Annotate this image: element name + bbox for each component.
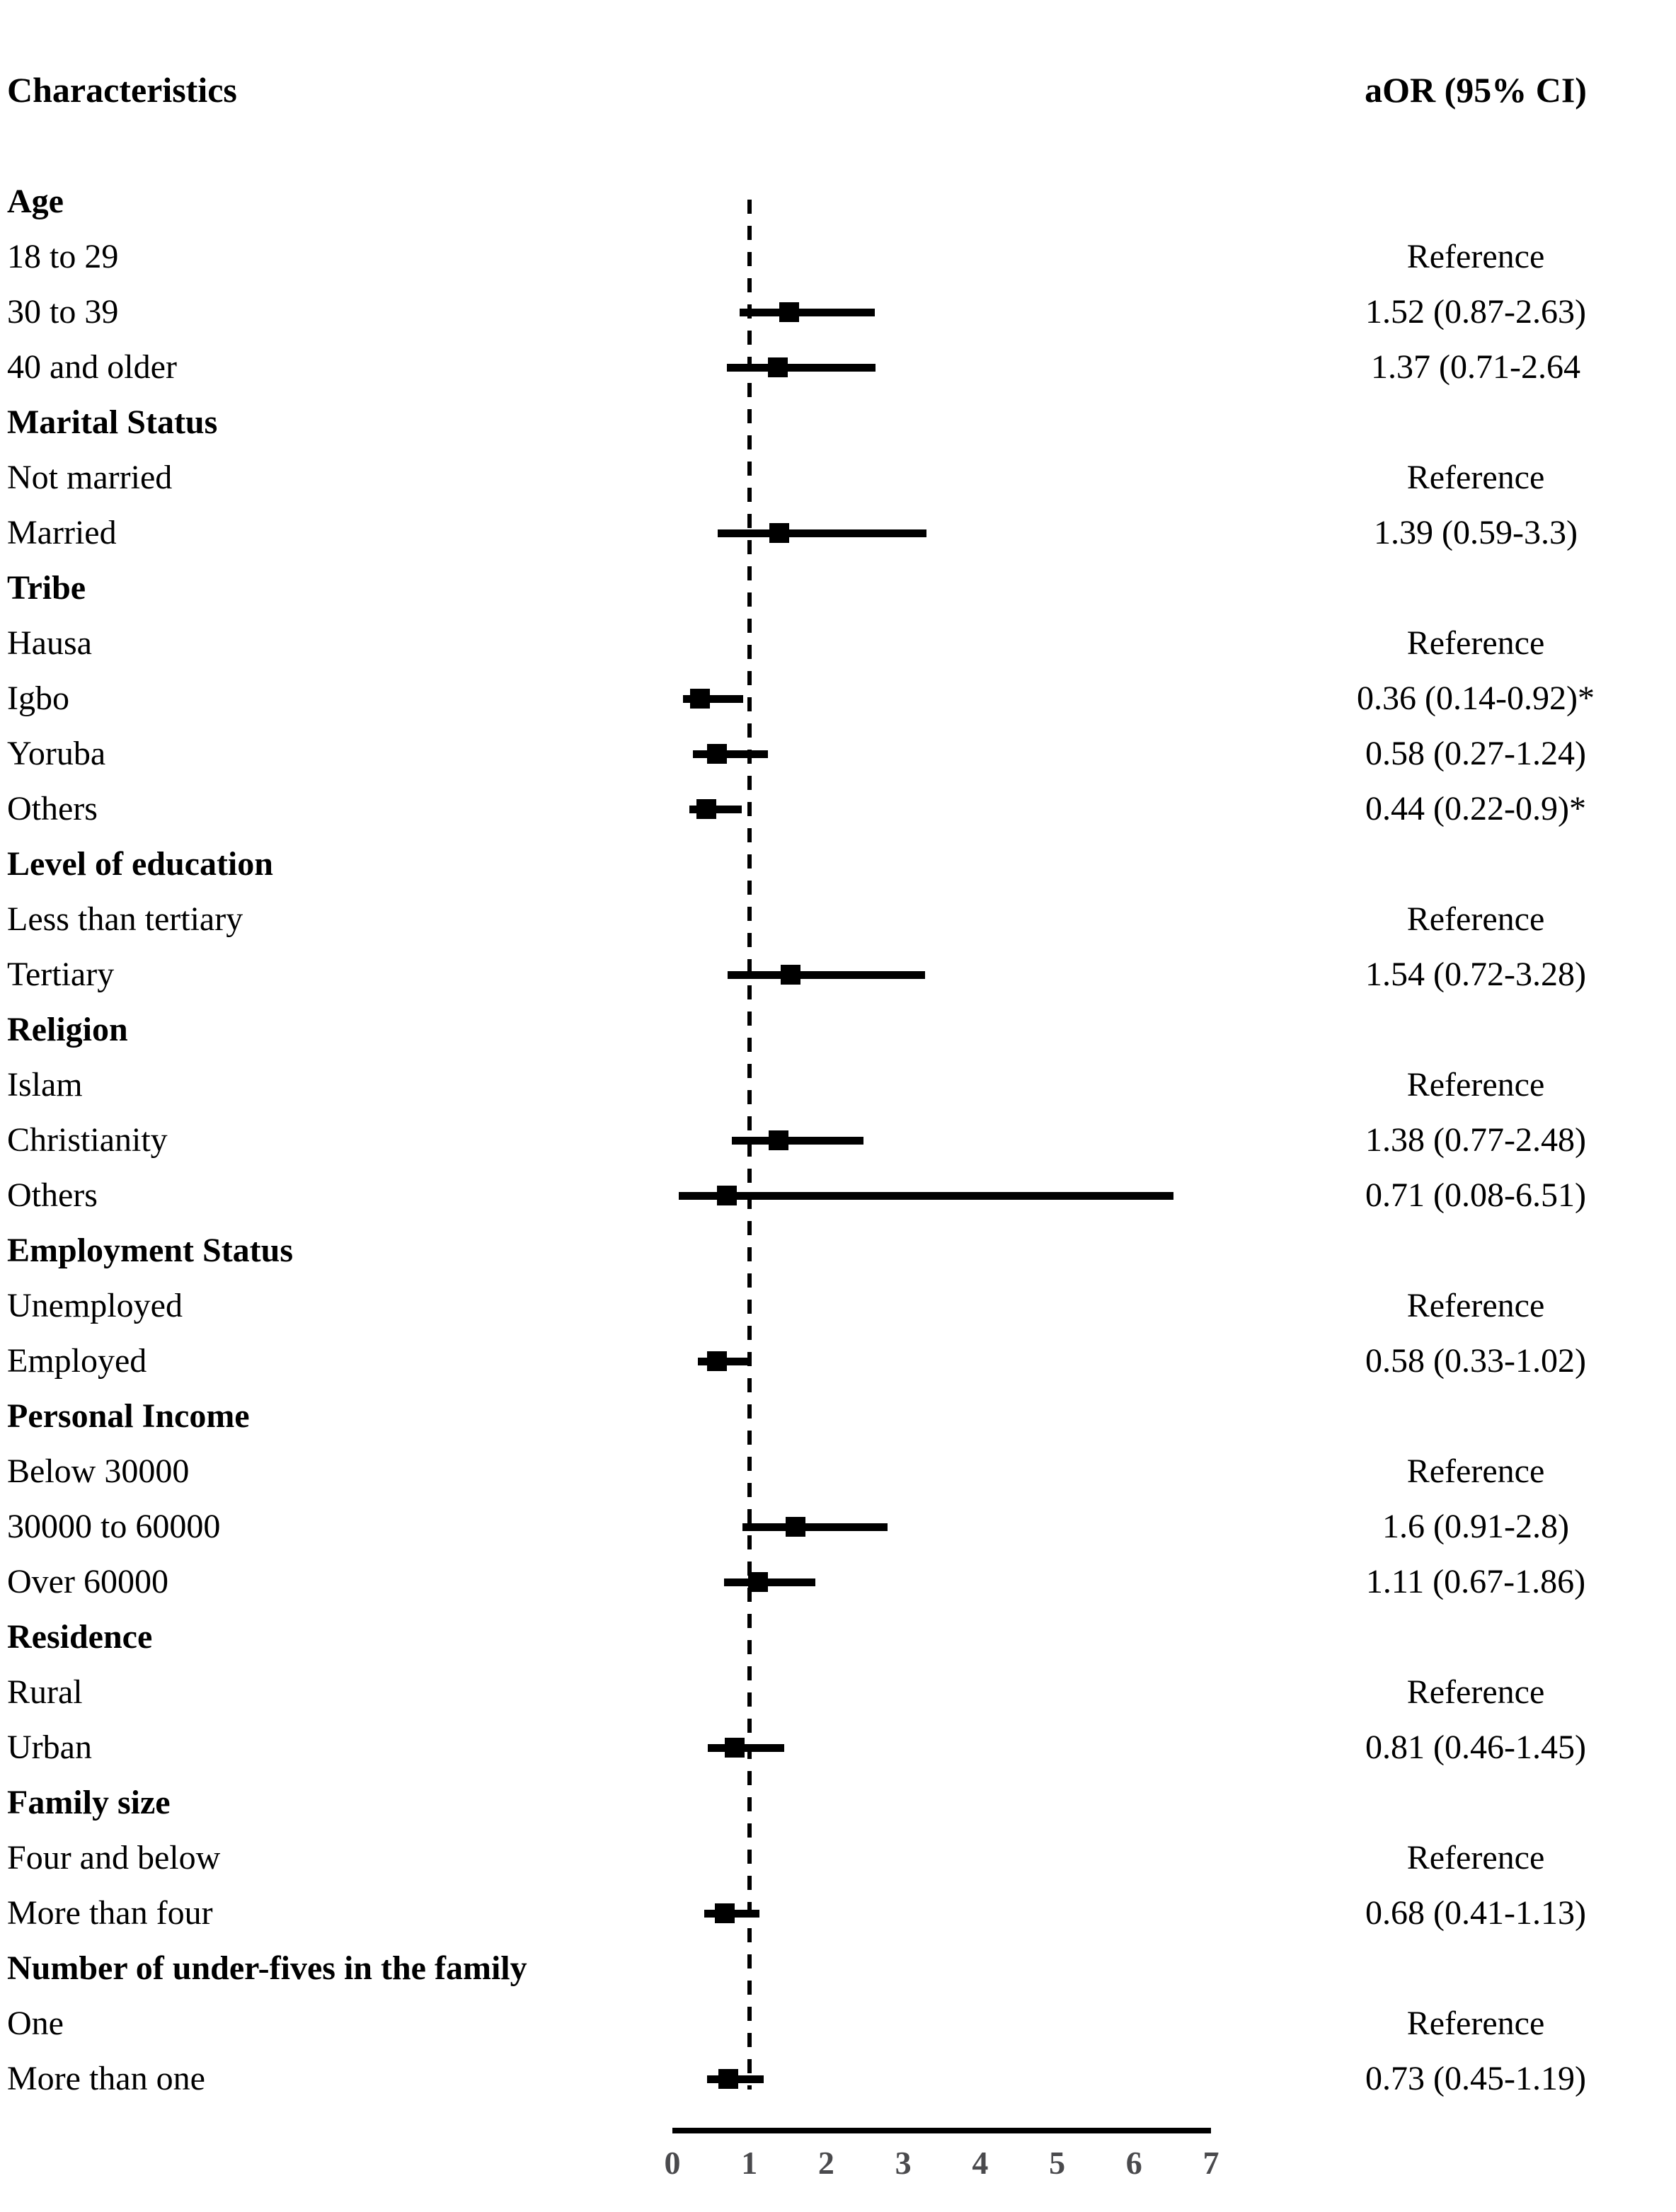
row-label-below-30000: Below 30000 (7, 1452, 190, 1490)
row-label-more-than-one: More than one (7, 2060, 205, 2097)
row-label-employed: Employed (7, 1342, 147, 1380)
point-estimate-others (696, 799, 716, 819)
row-value-yoruba: 0.58 (0.27-1.24) (1365, 735, 1586, 772)
row-label-level-of-education: Level of education (7, 845, 273, 883)
row-value-one: Reference (1406, 2005, 1545, 2042)
row-label-religion: Religion (7, 1011, 128, 1048)
point-estimate-tertiary (781, 965, 801, 985)
point-estimate-more-than-four (714, 1903, 735, 1923)
x-axis-line (672, 2128, 1211, 2133)
point-estimate-more-than-one (718, 2069, 739, 2089)
row-label-number-of-under-fives-in-the-family: Number of under-fives in the family (7, 1949, 527, 1987)
ci-line-30000-to-60000 (742, 1523, 888, 1531)
ci-line-30-to-39 (739, 308, 875, 316)
ci-line-married (718, 529, 926, 537)
row-label-residence: Residence (7, 1618, 153, 1656)
row-label-unemployed: Unemployed (7, 1287, 183, 1324)
x-axis-tick-4: 4 (972, 2145, 989, 2181)
row-value-more-than-four: 0.68 (0.41-1.13) (1365, 1894, 1586, 1932)
ci-line-igbo (683, 694, 744, 703)
row-label-personal-income: Personal Income (7, 1397, 250, 1435)
column-header-aor: aOR (95% CI) (1365, 70, 1587, 110)
row-value-christianity: 1.38 (0.77-2.48) (1365, 1121, 1586, 1159)
row-value-below-30000: Reference (1406, 1452, 1545, 1490)
point-estimate-igbo (690, 689, 711, 709)
row-value-urban: 0.81 (0.46-1.45) (1365, 1729, 1586, 1766)
row-label-hausa: Hausa (7, 624, 92, 662)
row-label-family-size: Family size (7, 1784, 171, 1821)
row-label-rural: Rural (7, 1673, 83, 1711)
row-value-employed: 0.58 (0.33-1.02) (1365, 1342, 1586, 1380)
row-value-igbo: 0.36 (0.14-0.92)* (1357, 680, 1595, 717)
row-label-employment-status: Employment Status (7, 1232, 294, 1269)
row-value-four-and-below: Reference (1406, 1839, 1545, 1876)
x-axis-tick-0: 0 (664, 2145, 681, 2181)
x-axis-tick-1: 1 (741, 2145, 758, 2181)
row-label-one: One (7, 2005, 64, 2042)
point-estimate-others (717, 1186, 737, 1205)
row-label-igbo: Igbo (7, 680, 69, 717)
row-value-married: 1.39 (0.59-3.3) (1374, 514, 1578, 551)
row-value-others: 0.71 (0.08-6.51) (1365, 1176, 1586, 1214)
point-estimate-40-and-older (767, 357, 788, 377)
row-label-four-and-below: Four and below (7, 1839, 221, 1876)
row-label-tribe: Tribe (7, 569, 86, 607)
row-label-married: Married (7, 514, 117, 551)
row-label-40-and-older: 40 and older (7, 348, 177, 386)
row-label-marital-status: Marital Status (7, 403, 218, 441)
point-estimate-30-to-39 (779, 302, 800, 322)
ci-line-yoruba (693, 750, 768, 758)
row-label-more-than-four: More than four (7, 1894, 213, 1932)
row-value-unemployed: Reference (1406, 1287, 1545, 1324)
point-estimate-over-60000 (747, 1572, 768, 1592)
row-value-more-than-one: 0.73 (0.45-1.19) (1365, 2060, 1586, 2097)
row-value-30000-to-60000: 1.6 (0.91-2.8) (1382, 1508, 1569, 1545)
row-value-not-married: Reference (1406, 459, 1545, 496)
row-value-less-than-tertiary: Reference (1406, 900, 1545, 938)
row-label-others: Others (7, 790, 98, 827)
ci-line-over-60000 (723, 1578, 816, 1586)
row-label-others: Others (7, 1176, 98, 1214)
row-value-40-and-older: 1.37 (0.71-2.64 (1371, 348, 1580, 386)
ci-line-tertiary (728, 970, 925, 979)
x-axis-tick-2: 2 (817, 2145, 834, 2181)
row-label-30000-to-60000: 30000 to 60000 (7, 1508, 221, 1545)
x-axis-tick-6: 6 (1125, 2145, 1142, 2181)
row-label-christianity: Christianity (7, 1121, 168, 1159)
ci-line-urban (708, 1743, 784, 1752)
point-estimate-married (769, 523, 790, 543)
row-label-tertiary: Tertiary (7, 956, 115, 993)
row-value-30-to-39: 1.52 (0.87-2.63) (1365, 293, 1586, 331)
row-label-18-to-29: 18 to 29 (7, 238, 119, 275)
row-value-hausa: Reference (1406, 624, 1545, 662)
row-value-18-to-29: Reference (1406, 238, 1545, 275)
point-estimate-30000-to-60000 (785, 1517, 805, 1537)
row-label-yoruba: Yoruba (7, 735, 106, 772)
ci-line-40-and-older (727, 363, 876, 372)
point-estimate-yoruba (707, 744, 728, 764)
point-estimate-christianity (769, 1130, 789, 1150)
row-label-30-to-39: 30 to 39 (7, 293, 119, 331)
row-label-not-married: Not married (7, 459, 173, 496)
row-value-tertiary: 1.54 (0.72-3.28) (1365, 956, 1586, 993)
row-value-islam: Reference (1406, 1066, 1545, 1104)
row-label-less-than-tertiary: Less than tertiary (7, 900, 243, 938)
row-value-rural: Reference (1406, 1673, 1545, 1711)
reference-line (747, 200, 752, 2090)
ci-line-others (678, 1191, 1173, 1200)
x-axis-tick-7: 7 (1203, 2145, 1219, 2181)
row-label-over-60000: Over 60000 (7, 1563, 168, 1600)
x-axis-tick-5: 5 (1049, 2145, 1066, 2181)
column-header-characteristics: Characteristics (7, 70, 237, 110)
row-value-over-60000: 1.11 (0.67-1.86) (1365, 1563, 1586, 1600)
ci-line-christianity (731, 1136, 863, 1145)
row-value-others: 0.44 (0.22-0.9)* (1365, 790, 1586, 827)
row-label-urban: Urban (7, 1729, 92, 1766)
point-estimate-urban (725, 1738, 745, 1758)
row-label-islam: Islam (7, 1066, 83, 1104)
point-estimate-employed (707, 1351, 728, 1371)
x-axis-tick-3: 3 (895, 2145, 912, 2181)
row-label-age: Age (7, 183, 64, 220)
